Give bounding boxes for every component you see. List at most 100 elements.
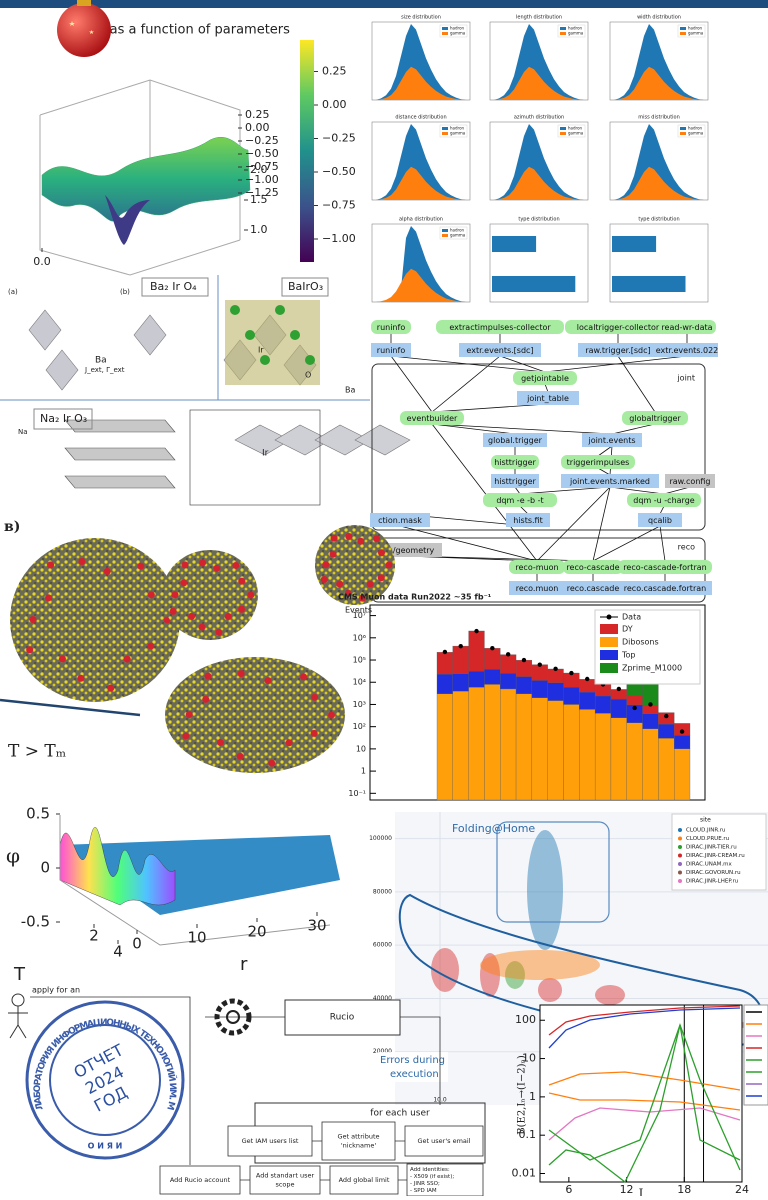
bar-segment	[500, 654, 517, 674]
particle-cluster	[385, 561, 393, 569]
node	[561, 455, 635, 469]
colorbar-tick-label: 0.00	[322, 98, 347, 111]
box-label: Get IAM users list	[242, 1137, 299, 1145]
bar-segment	[500, 688, 517, 801]
node-label: extractimpulses-collector	[449, 323, 551, 332]
bar-segment	[642, 728, 659, 801]
bar-segment	[547, 682, 564, 701]
octahedron	[354, 424, 411, 456]
edge	[544, 355, 688, 373]
legend-label: hadron	[450, 228, 465, 233]
node	[665, 474, 715, 488]
curve	[548, 1007, 741, 1049]
curve	[548, 1107, 741, 1141]
particle-cluster	[237, 670, 245, 678]
node-label: histtrigger	[494, 458, 536, 467]
legend-label: DIRAC.UNAM.mx	[686, 862, 732, 868]
particle-cluster	[185, 711, 193, 719]
crystal-label: Na₂ Ir O₃	[40, 412, 87, 425]
hist-title: azimuth distribution	[514, 115, 564, 121]
particle-cluster	[236, 752, 244, 760]
node	[483, 433, 547, 447]
honeycomb-box	[189, 409, 321, 506]
legend-label: DIRAC.JINR-CREAM.ru	[686, 853, 745, 859]
particle-cluster	[29, 615, 37, 623]
hist-bar	[492, 236, 537, 252]
bar-segment	[674, 735, 691, 749]
crystal-label: O	[305, 371, 311, 380]
histogram-grid	[371, 21, 709, 303]
curve	[548, 1071, 741, 1091]
legend-label: gamma	[450, 131, 466, 136]
z-tick-label: 0.25	[245, 108, 270, 121]
r-tick-label: 30	[307, 917, 326, 935]
hist-bar	[492, 276, 576, 292]
particle-cluster	[77, 674, 85, 682]
node	[506, 513, 550, 527]
y-tick-label: 10⁵	[353, 656, 366, 665]
y-tick-label: 1.5	[250, 193, 268, 206]
legend-swatch	[678, 828, 682, 832]
octahedron	[133, 314, 167, 356]
bar-segment	[563, 704, 580, 801]
particle-cluster	[147, 591, 155, 599]
hist-hadron	[494, 124, 584, 200]
point-cluster	[431, 948, 459, 992]
chart-title: Energy as a function of parameters	[60, 23, 290, 38]
data-point	[569, 670, 574, 676]
hist-bar	[612, 236, 657, 252]
particle-cluster	[181, 561, 189, 569]
atom-ba	[260, 355, 270, 365]
box-label: Get user's email	[418, 1137, 471, 1145]
legend-label: hadron	[450, 26, 465, 31]
edge	[659, 505, 665, 515]
particle-cluster	[377, 574, 385, 582]
unit-cell	[225, 300, 320, 385]
edge	[514, 486, 521, 495]
edge	[611, 423, 656, 435]
curve	[548, 1092, 741, 1111]
atom-ba	[275, 305, 285, 315]
legend-swatch	[600, 663, 618, 673]
crystal-label: (b)	[120, 288, 130, 296]
bar-segment	[484, 684, 501, 801]
particle-cluster	[373, 535, 381, 543]
edge	[609, 486, 665, 495]
bar-segment	[579, 691, 596, 710]
r-tick-label: 20	[247, 923, 266, 941]
node-label: joint.events	[587, 436, 635, 445]
particle-cluster	[322, 561, 330, 569]
particle	[315, 525, 395, 605]
bar-segment	[658, 712, 675, 725]
stamp-ring	[49, 1024, 161, 1136]
legend-swatch	[606, 614, 612, 620]
box-label: - SPD IAM	[410, 1188, 437, 1194]
node-label: joint.events.marked	[569, 477, 650, 486]
particle-cluster	[224, 613, 232, 621]
particle-cluster	[328, 711, 335, 719]
crystal-label: Ir	[258, 346, 264, 355]
legend-label: Top	[621, 651, 636, 660]
hist-title: miss distribution	[638, 115, 680, 121]
particle-cluster	[378, 549, 386, 557]
data-point	[521, 657, 527, 663]
bar-segment	[579, 709, 596, 801]
bar-segment	[531, 697, 548, 801]
crystal-label: (a)	[8, 288, 18, 296]
x-axis-label: I	[639, 1187, 644, 1197]
crystal-label: J_ext, Γ_ext	[84, 366, 125, 374]
bar-segment	[515, 693, 533, 801]
crystal-label: Ba	[95, 356, 107, 366]
edge	[597, 445, 613, 457]
edge	[390, 355, 546, 373]
wave	[59, 827, 176, 906]
annotation: execution	[390, 1069, 439, 1080]
legend-swatch	[442, 27, 448, 30]
bar-segment	[531, 680, 548, 698]
curve	[548, 1024, 741, 1184]
plane	[60, 835, 340, 915]
crystal-panel	[0, 275, 411, 506]
bar-segment	[484, 669, 501, 685]
y-tick-label: 1.0	[250, 223, 268, 236]
